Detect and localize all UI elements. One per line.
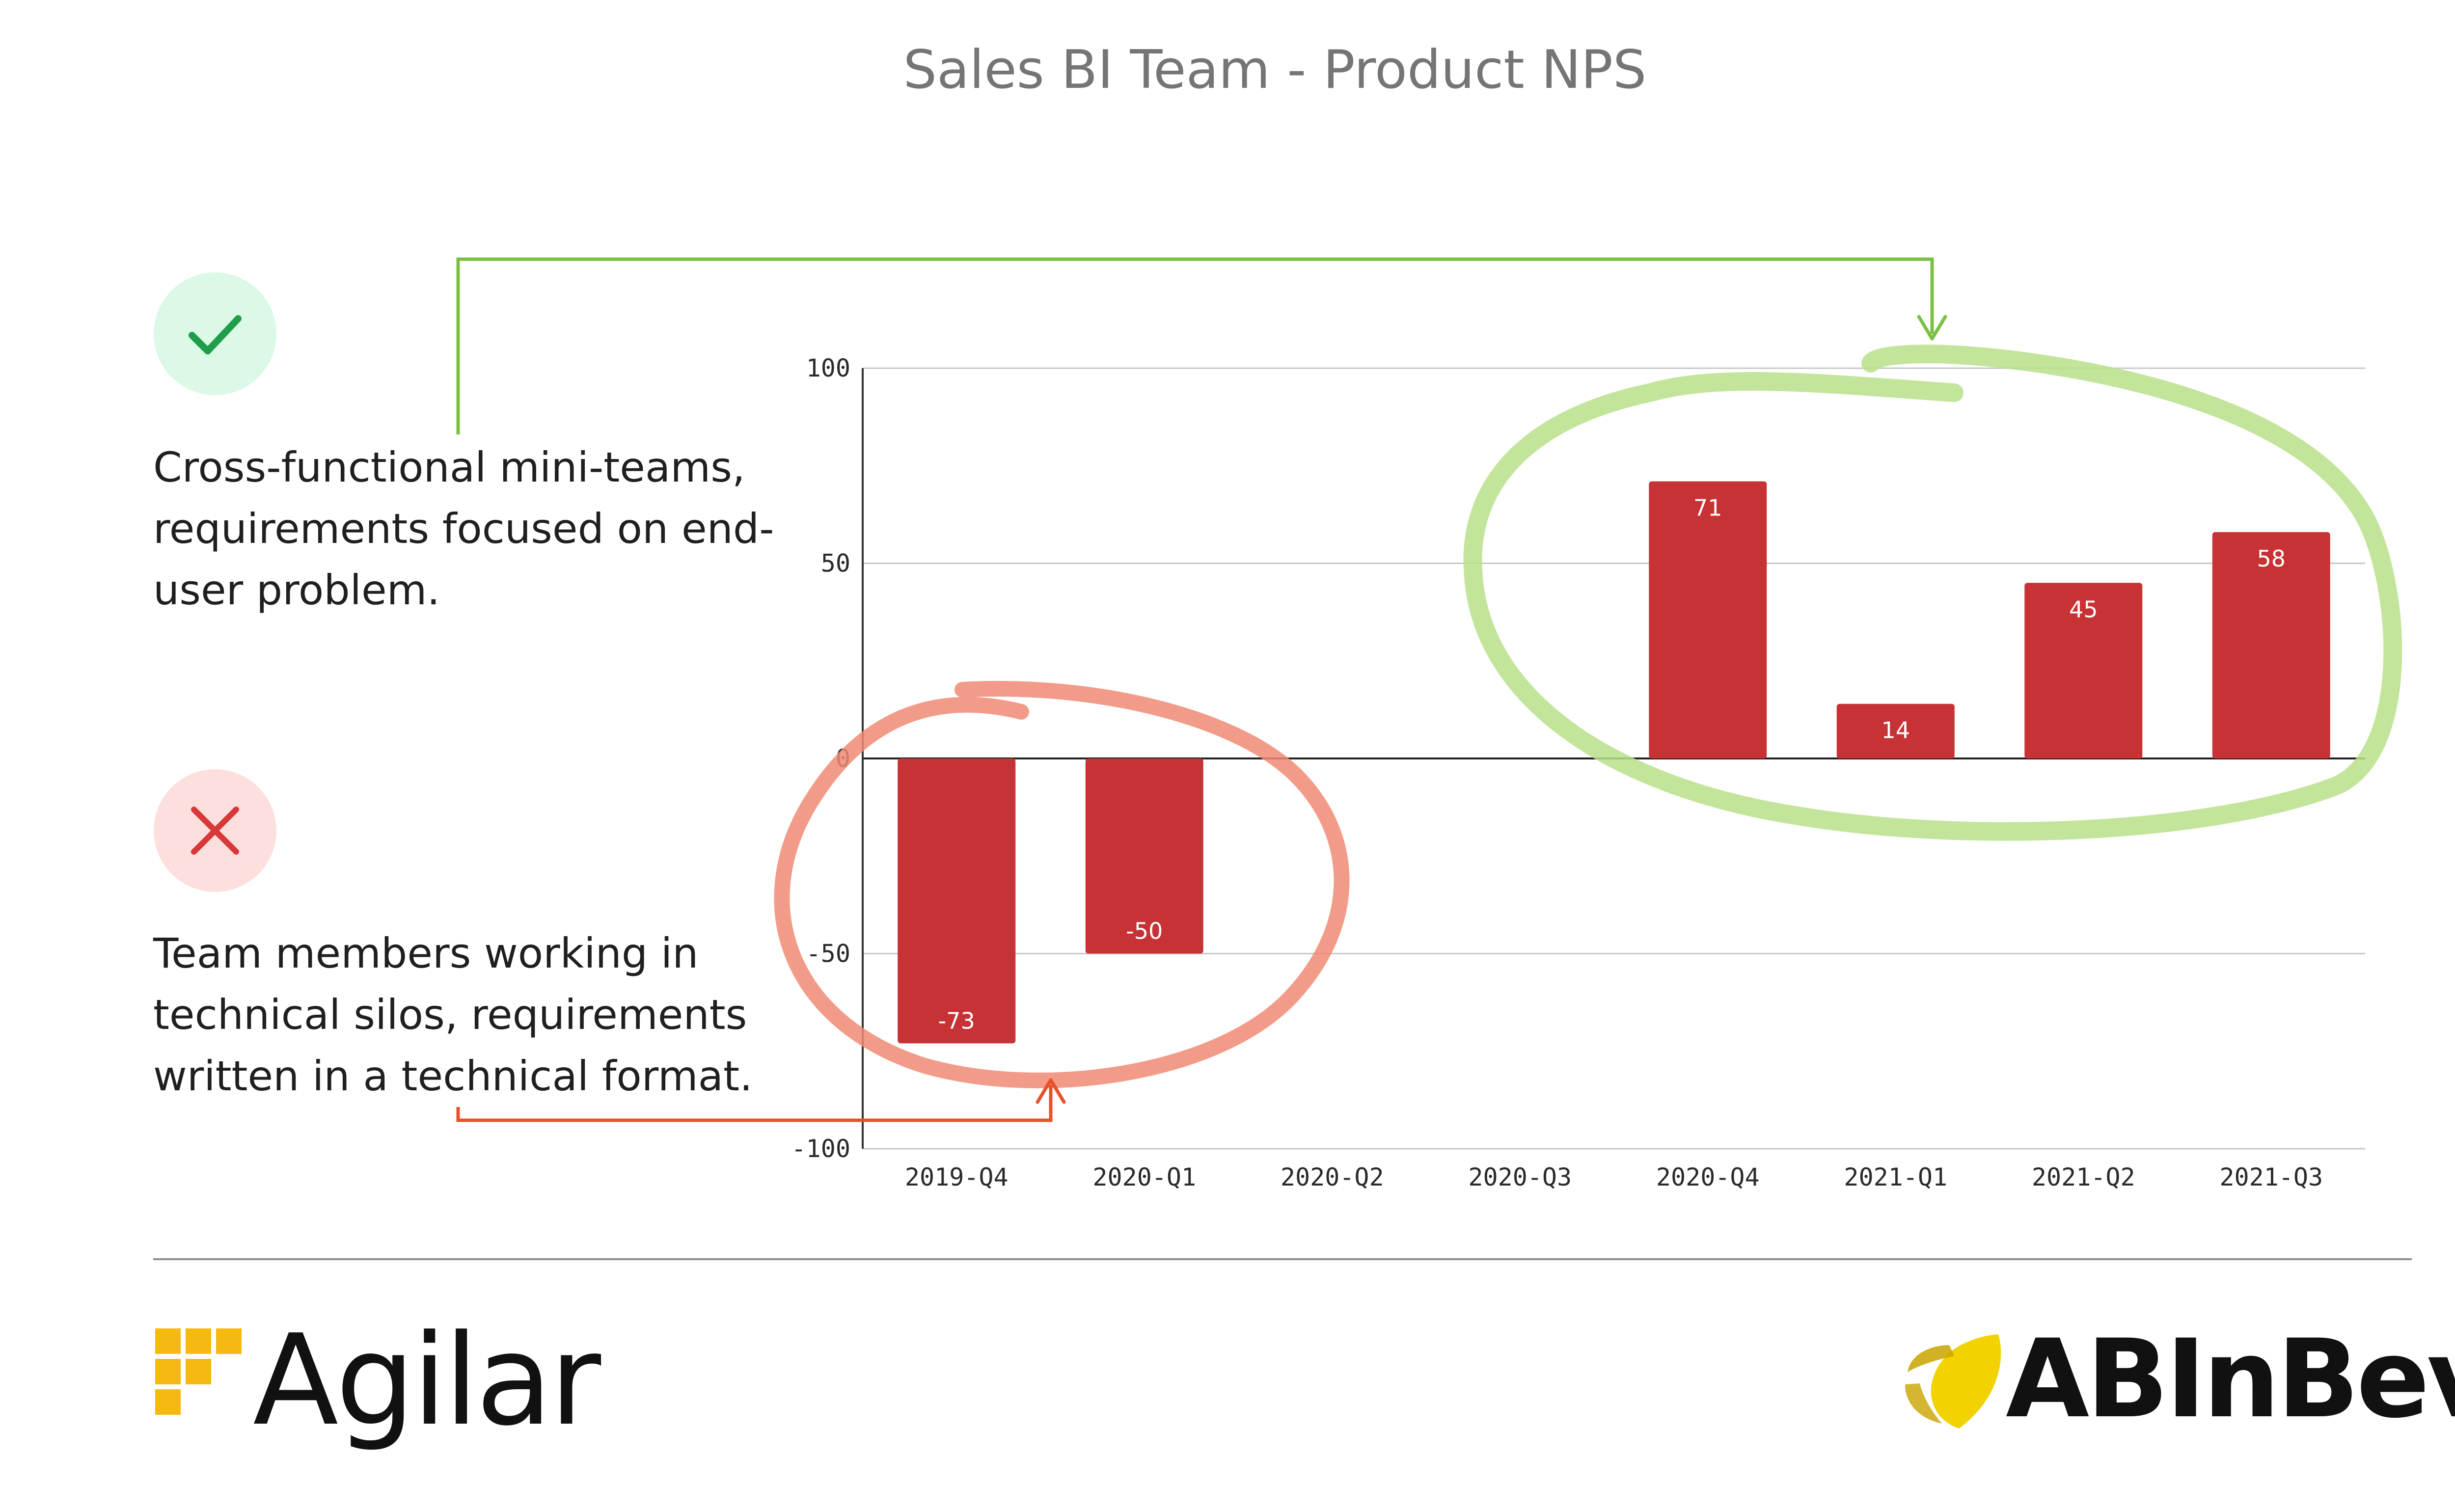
green-highlight-loop	[1463, 345, 2402, 841]
bar	[1649, 481, 1767, 758]
success-badge	[154, 272, 276, 395]
positive-annotation-text: Cross-functional mini-teams, requirement…	[153, 443, 774, 614]
y-tick-label: -50	[806, 940, 850, 968]
y-tick-label: 100	[806, 354, 850, 382]
red-highlight-loop	[774, 681, 1350, 1088]
chart-data-labels: -73 -50 71 14 45 58	[938, 495, 2286, 1034]
page-title: Sales BI Team - Product NPS	[903, 39, 1647, 101]
agilar-logo-text: Agilar	[253, 1308, 601, 1454]
failure-badge	[154, 769, 276, 892]
x-tick-label: 2021-Q3	[2219, 1163, 2323, 1191]
y-tick-label: -100	[791, 1134, 850, 1163]
agilar-logo-mark	[155, 1328, 242, 1415]
bar	[1085, 758, 1203, 954]
data-label: 58	[2257, 545, 2286, 572]
check-icon	[189, 315, 242, 354]
bar	[2212, 532, 2330, 758]
callout-connectors	[456, 257, 1947, 1122]
bar	[2024, 583, 2143, 758]
bar	[1836, 703, 1955, 758]
data-label: 71	[1693, 495, 1722, 521]
x-tick-label: 2019-Q4	[905, 1163, 1009, 1191]
footer-divider	[153, 1258, 2412, 1260]
negative-annotation-text: Team members working in technical silos,…	[153, 929, 753, 1100]
x-tick-label: 2020-Q2	[1281, 1163, 1384, 1191]
negative-connector	[456, 1085, 1053, 1122]
x-tick-label: 2020-Q1	[1092, 1163, 1196, 1191]
data-label: -73	[938, 1007, 975, 1034]
x-icon	[191, 807, 239, 855]
x-tick-label: 2021-Q2	[2032, 1163, 2135, 1191]
y-tick-label: 50	[821, 549, 850, 578]
hand-drawn-highlights	[774, 345, 2402, 1088]
negative-arrowhead	[1036, 1078, 1066, 1104]
data-label: 45	[2069, 596, 2098, 622]
abinbev-logo-mark	[1905, 1334, 2001, 1429]
chart-bars	[898, 481, 2330, 1044]
data-label: 14	[1881, 717, 1910, 744]
x-tick-label: 2021-Q1	[1844, 1163, 1947, 1191]
x-tick-label: 2020-Q4	[1656, 1163, 1760, 1191]
positive-connector	[456, 257, 1934, 434]
x-tick-label: 2020-Q3	[1468, 1163, 1572, 1191]
data-label: -50	[1126, 918, 1163, 945]
abinbev-logo-text: ABInBev	[2006, 1316, 2455, 1442]
positive-arrowhead	[1917, 315, 1947, 341]
bar	[898, 758, 1016, 1044]
